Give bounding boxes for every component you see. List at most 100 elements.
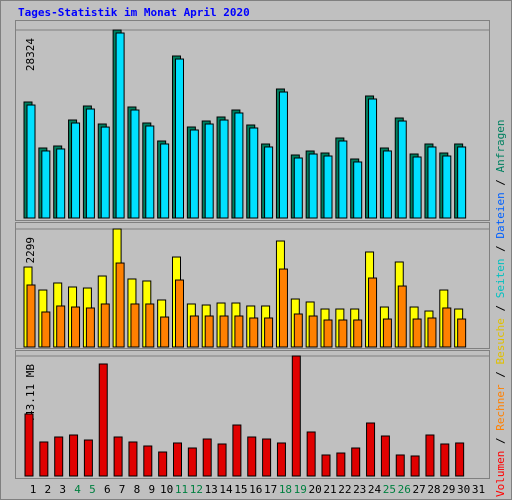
bar — [293, 313, 303, 348]
x-tick-label: 7 — [119, 483, 126, 496]
legend-separator: / — [494, 239, 507, 259]
y-tick-label: 443.11 MB — [24, 364, 37, 424]
bar — [351, 447, 361, 477]
bar — [368, 98, 378, 219]
legend-entry: Rechner — [494, 384, 507, 431]
bar — [410, 455, 420, 477]
x-tick-label: 8 — [134, 483, 141, 496]
bar — [278, 268, 288, 348]
x-tick-label: 28 — [427, 483, 440, 496]
panel-frame — [15, 20, 490, 221]
bar — [71, 122, 81, 219]
bar — [24, 413, 34, 477]
bar — [232, 424, 242, 477]
panel-frame — [15, 222, 490, 349]
x-tick-label: 3 — [59, 483, 66, 496]
bar — [338, 140, 348, 219]
bar — [264, 317, 274, 348]
bar — [26, 104, 36, 219]
bar — [247, 436, 257, 477]
bar — [56, 148, 66, 219]
bar — [234, 112, 244, 219]
bar — [306, 431, 316, 477]
bar — [204, 315, 214, 348]
legend-entry: Besuche — [494, 318, 507, 364]
x-tick-label: 21 — [323, 483, 336, 496]
legend-entry: Dateien — [494, 192, 507, 238]
x-tick-label: 11 — [175, 483, 188, 496]
bar — [69, 434, 79, 477]
bar — [158, 451, 168, 477]
x-tick-label: 10 — [160, 483, 173, 496]
bar — [397, 285, 407, 348]
bar — [143, 445, 153, 477]
bar — [189, 129, 199, 219]
bar — [175, 58, 184, 219]
bar — [412, 318, 422, 348]
bar — [219, 119, 229, 219]
legend-separator: / — [494, 365, 507, 385]
bar — [262, 438, 272, 477]
bar — [353, 319, 363, 348]
bar — [100, 303, 110, 348]
bar — [234, 315, 244, 348]
x-tick-label: 19 — [294, 483, 307, 496]
chart-title: Tages-Statistik im Monat April 2020 — [18, 6, 250, 19]
x-tick-label: 27 — [412, 483, 425, 496]
bar — [145, 303, 155, 348]
bar — [323, 155, 333, 219]
legend-separator: / — [494, 172, 507, 192]
bar — [457, 318, 467, 348]
bar — [336, 452, 346, 477]
bar — [321, 454, 331, 477]
bar — [395, 454, 405, 477]
bar — [264, 146, 274, 219]
bar — [249, 127, 259, 219]
bar — [202, 438, 212, 477]
bar — [338, 319, 348, 348]
x-tick-label: 9 — [148, 483, 155, 496]
bar — [145, 125, 155, 219]
bar — [160, 143, 170, 219]
x-tick-label: 18 — [279, 483, 292, 496]
bar — [293, 157, 303, 219]
bar — [440, 443, 450, 477]
bar — [442, 307, 452, 348]
x-tick-label: 14 — [219, 483, 233, 496]
bar — [455, 442, 465, 477]
bar — [113, 436, 123, 477]
bar — [189, 315, 199, 348]
legend-entry: Seiten — [494, 259, 507, 299]
bar — [397, 120, 407, 219]
bar — [98, 363, 108, 477]
x-tick-label: 26 — [398, 483, 411, 496]
bar — [291, 355, 301, 477]
bar — [278, 91, 288, 219]
bar — [380, 435, 390, 477]
bar — [56, 305, 66, 348]
x-tick-label: 6 — [104, 483, 111, 496]
x-tick-label: 15 — [234, 483, 247, 496]
legend-entry: Anfragen — [494, 119, 507, 172]
bar — [427, 146, 437, 219]
x-tick-label: 16 — [249, 483, 262, 496]
y-tick-label: 2299 — [24, 237, 37, 264]
x-tick-label: 22 — [338, 483, 351, 496]
x-tick-label: 5 — [89, 483, 96, 496]
legend-separator: / — [494, 298, 507, 318]
x-tick-label: 25 — [383, 483, 396, 496]
bar — [276, 442, 286, 477]
bar — [442, 155, 452, 219]
bar — [219, 315, 229, 348]
bar — [130, 109, 140, 219]
x-tick-label: 13 — [205, 483, 218, 496]
bar — [382, 150, 392, 219]
bar — [83, 439, 93, 477]
bar — [54, 436, 64, 477]
x-tick-label: 4 — [74, 483, 81, 496]
x-tick-label: 29 — [442, 483, 455, 496]
bar — [412, 156, 422, 219]
bar — [100, 126, 110, 219]
bar — [175, 279, 184, 348]
